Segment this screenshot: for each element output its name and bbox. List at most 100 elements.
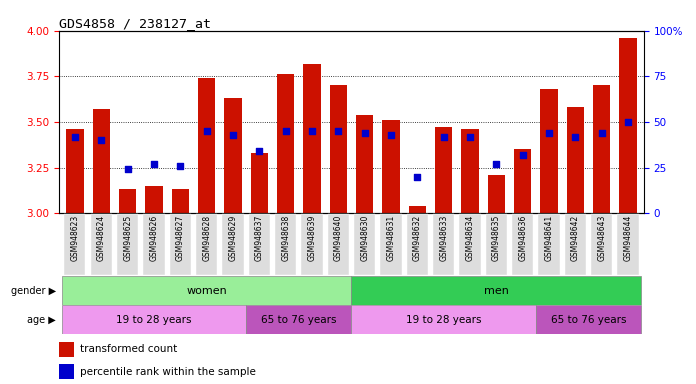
FancyBboxPatch shape	[459, 214, 480, 275]
Point	[596, 130, 607, 136]
Point	[254, 148, 265, 154]
FancyBboxPatch shape	[433, 214, 454, 275]
Point	[280, 128, 291, 134]
Text: GSM948630: GSM948630	[360, 214, 369, 261]
Bar	[593, 85, 610, 213]
Text: GSM948637: GSM948637	[255, 214, 264, 261]
Text: GSM948628: GSM948628	[202, 214, 211, 260]
Point	[70, 134, 81, 140]
Text: GSM948642: GSM948642	[571, 214, 580, 261]
Bar	[619, 38, 637, 213]
Bar	[409, 206, 426, 213]
Bar	[246, 305, 351, 334]
Point	[333, 128, 344, 134]
Text: men: men	[484, 286, 509, 296]
Bar	[62, 305, 246, 334]
FancyBboxPatch shape	[512, 214, 533, 275]
Bar	[145, 186, 163, 213]
Text: GSM948631: GSM948631	[386, 214, 395, 261]
Point	[228, 132, 239, 138]
Text: GSM948625: GSM948625	[123, 214, 132, 261]
FancyBboxPatch shape	[406, 214, 428, 275]
Text: GSM948627: GSM948627	[176, 214, 185, 261]
Text: 65 to 76 years: 65 to 76 years	[551, 314, 626, 325]
Text: transformed count: transformed count	[79, 344, 177, 354]
Point	[570, 134, 581, 140]
Point	[359, 130, 370, 136]
Bar	[351, 276, 641, 305]
FancyBboxPatch shape	[328, 214, 349, 275]
Text: GSM948632: GSM948632	[413, 214, 422, 261]
Text: GSM948639: GSM948639	[308, 214, 317, 261]
Point	[306, 128, 317, 134]
Bar	[351, 305, 536, 334]
Point	[464, 134, 475, 140]
FancyBboxPatch shape	[539, 214, 560, 275]
Bar	[540, 89, 557, 213]
Bar	[59, 364, 74, 379]
Point	[544, 130, 555, 136]
Point	[122, 166, 133, 172]
Text: 19 to 28 years: 19 to 28 years	[406, 314, 482, 325]
Text: GSM948638: GSM948638	[281, 214, 290, 261]
Text: percentile rank within the sample: percentile rank within the sample	[79, 366, 255, 377]
Text: GSM948635: GSM948635	[492, 214, 501, 261]
Text: GSM948626: GSM948626	[150, 214, 159, 261]
FancyBboxPatch shape	[170, 214, 191, 275]
FancyBboxPatch shape	[564, 214, 586, 275]
Text: age ▶: age ▶	[27, 314, 56, 325]
Text: GSM948640: GSM948640	[334, 214, 343, 261]
Bar	[66, 129, 84, 213]
Bar	[435, 127, 452, 213]
FancyBboxPatch shape	[486, 214, 507, 275]
Point	[438, 134, 449, 140]
Point	[96, 137, 107, 143]
Text: gender ▶: gender ▶	[10, 286, 56, 296]
FancyBboxPatch shape	[90, 214, 112, 275]
Point	[201, 128, 212, 134]
Text: GSM948644: GSM948644	[624, 214, 633, 261]
Bar	[93, 109, 110, 213]
FancyBboxPatch shape	[617, 214, 638, 275]
Bar	[536, 305, 641, 334]
FancyBboxPatch shape	[143, 214, 164, 275]
Bar	[59, 342, 74, 356]
Text: GDS4858 / 238127_at: GDS4858 / 238127_at	[59, 17, 211, 30]
Point	[386, 132, 397, 138]
Bar	[172, 189, 189, 213]
FancyBboxPatch shape	[248, 214, 270, 275]
Bar	[303, 64, 321, 213]
Text: GSM948636: GSM948636	[518, 214, 527, 261]
Text: GSM948634: GSM948634	[466, 214, 475, 261]
Point	[148, 161, 159, 167]
Bar	[382, 120, 400, 213]
Bar	[251, 153, 268, 213]
Point	[175, 163, 186, 169]
Bar	[198, 78, 215, 213]
Bar	[277, 74, 294, 213]
Point	[491, 161, 502, 167]
Text: GSM948643: GSM948643	[597, 214, 606, 261]
Text: 19 to 28 years: 19 to 28 years	[116, 314, 191, 325]
Text: women: women	[187, 286, 227, 296]
Bar	[62, 276, 351, 305]
Text: GSM948633: GSM948633	[439, 214, 448, 261]
Bar	[514, 149, 531, 213]
FancyBboxPatch shape	[354, 214, 375, 275]
Bar	[356, 115, 373, 213]
FancyBboxPatch shape	[275, 214, 296, 275]
Bar	[488, 175, 505, 213]
Bar	[461, 129, 479, 213]
Text: GSM948641: GSM948641	[544, 214, 553, 261]
FancyBboxPatch shape	[223, 214, 244, 275]
Bar	[224, 98, 242, 213]
FancyBboxPatch shape	[117, 214, 139, 275]
Bar	[330, 85, 347, 213]
Point	[412, 174, 423, 180]
Text: 65 to 76 years: 65 to 76 years	[261, 314, 337, 325]
Text: GSM948623: GSM948623	[70, 214, 79, 261]
FancyBboxPatch shape	[196, 214, 217, 275]
Point	[622, 119, 633, 125]
Text: GSM948629: GSM948629	[228, 214, 237, 261]
Bar	[119, 189, 136, 213]
